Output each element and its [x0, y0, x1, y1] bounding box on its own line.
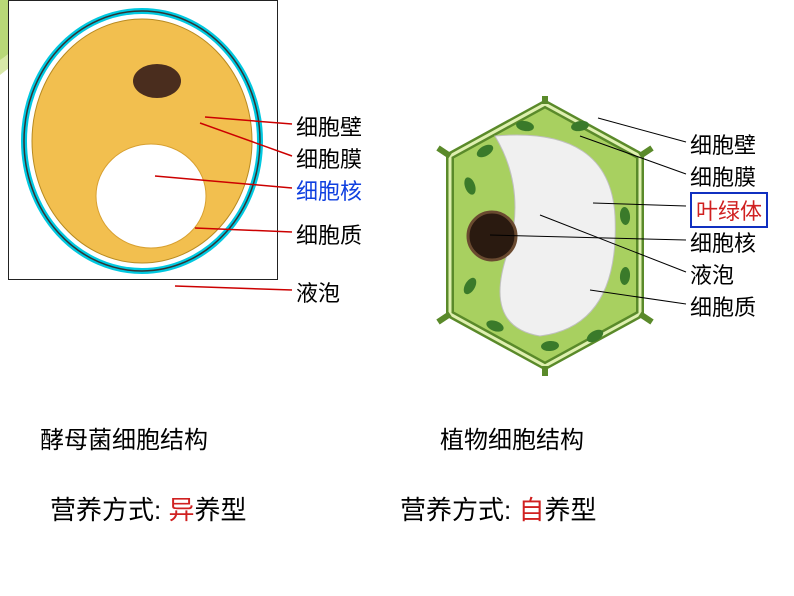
plant-caption: 植物细胞结构: [440, 420, 584, 455]
yeast-label-cytoplasm: 细胞质: [296, 218, 362, 250]
yeast-label-wall: 细胞壁: [296, 110, 362, 142]
plant-label-wall: 细胞壁: [690, 128, 756, 160]
yeast-cell-diagram: [9, 1, 279, 281]
yeast-label-nucleus: 细胞核: [296, 174, 362, 206]
plant-nutrition-highlight: 自: [518, 495, 544, 525]
plant-nutrition-prefix: 营养方式:: [400, 495, 518, 525]
plant-label-chloroplast: 叶绿体: [690, 192, 768, 228]
yeast-nutrition-suffix: 养型: [194, 495, 246, 525]
plant-cell-diagram: [430, 96, 660, 376]
yeast-label-membrane: 细胞膜: [296, 142, 362, 174]
yeast-diagram-frame: [8, 0, 278, 280]
plant-nutrition: 营养方式: 自养型: [400, 490, 596, 527]
plant-nutrition-suffix: 养型: [544, 495, 596, 525]
plant-label-membrane: 细胞膜: [690, 160, 756, 192]
yeast-caption: 酵母菌细胞结构: [40, 420, 208, 455]
yeast-label-vacuole: 液泡: [296, 276, 340, 308]
plant-label-nucleus: 细胞核: [690, 226, 756, 258]
plant-label-vacuole: 液泡: [690, 258, 734, 290]
plant-label-cytoplasm: 细胞质: [690, 290, 756, 322]
yeast-nutrition-highlight: 异: [168, 495, 194, 525]
yeast-nutrition: 营养方式: 异养型: [50, 490, 246, 527]
yeast-nutrition-prefix: 营养方式:: [50, 495, 168, 525]
